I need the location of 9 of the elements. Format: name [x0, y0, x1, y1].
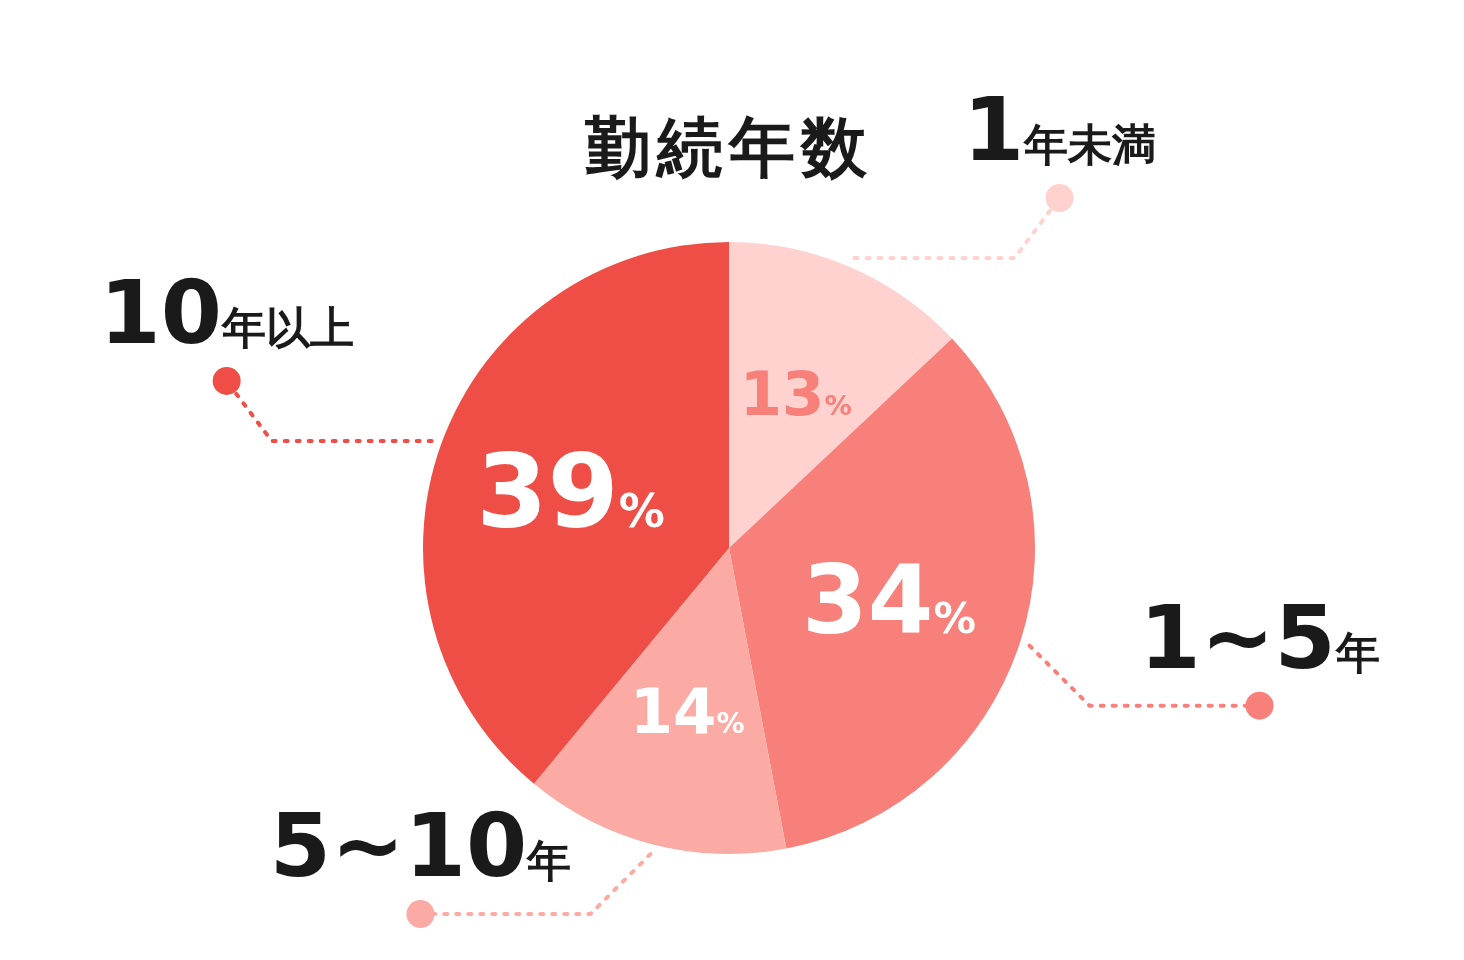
- data-label: 14%: [629, 674, 745, 748]
- data-label: 39%: [476, 431, 665, 551]
- chart-title: 勤続年数: [584, 109, 873, 186]
- slice-label: 1~5年: [1139, 585, 1380, 689]
- data-label: 34%: [802, 545, 977, 656]
- data-label: 13%: [739, 358, 852, 429]
- slice-label: 10年以上: [99, 260, 354, 364]
- slice-label: 1年未満: [962, 77, 1157, 181]
- slice-label: 5~10年: [269, 794, 572, 898]
